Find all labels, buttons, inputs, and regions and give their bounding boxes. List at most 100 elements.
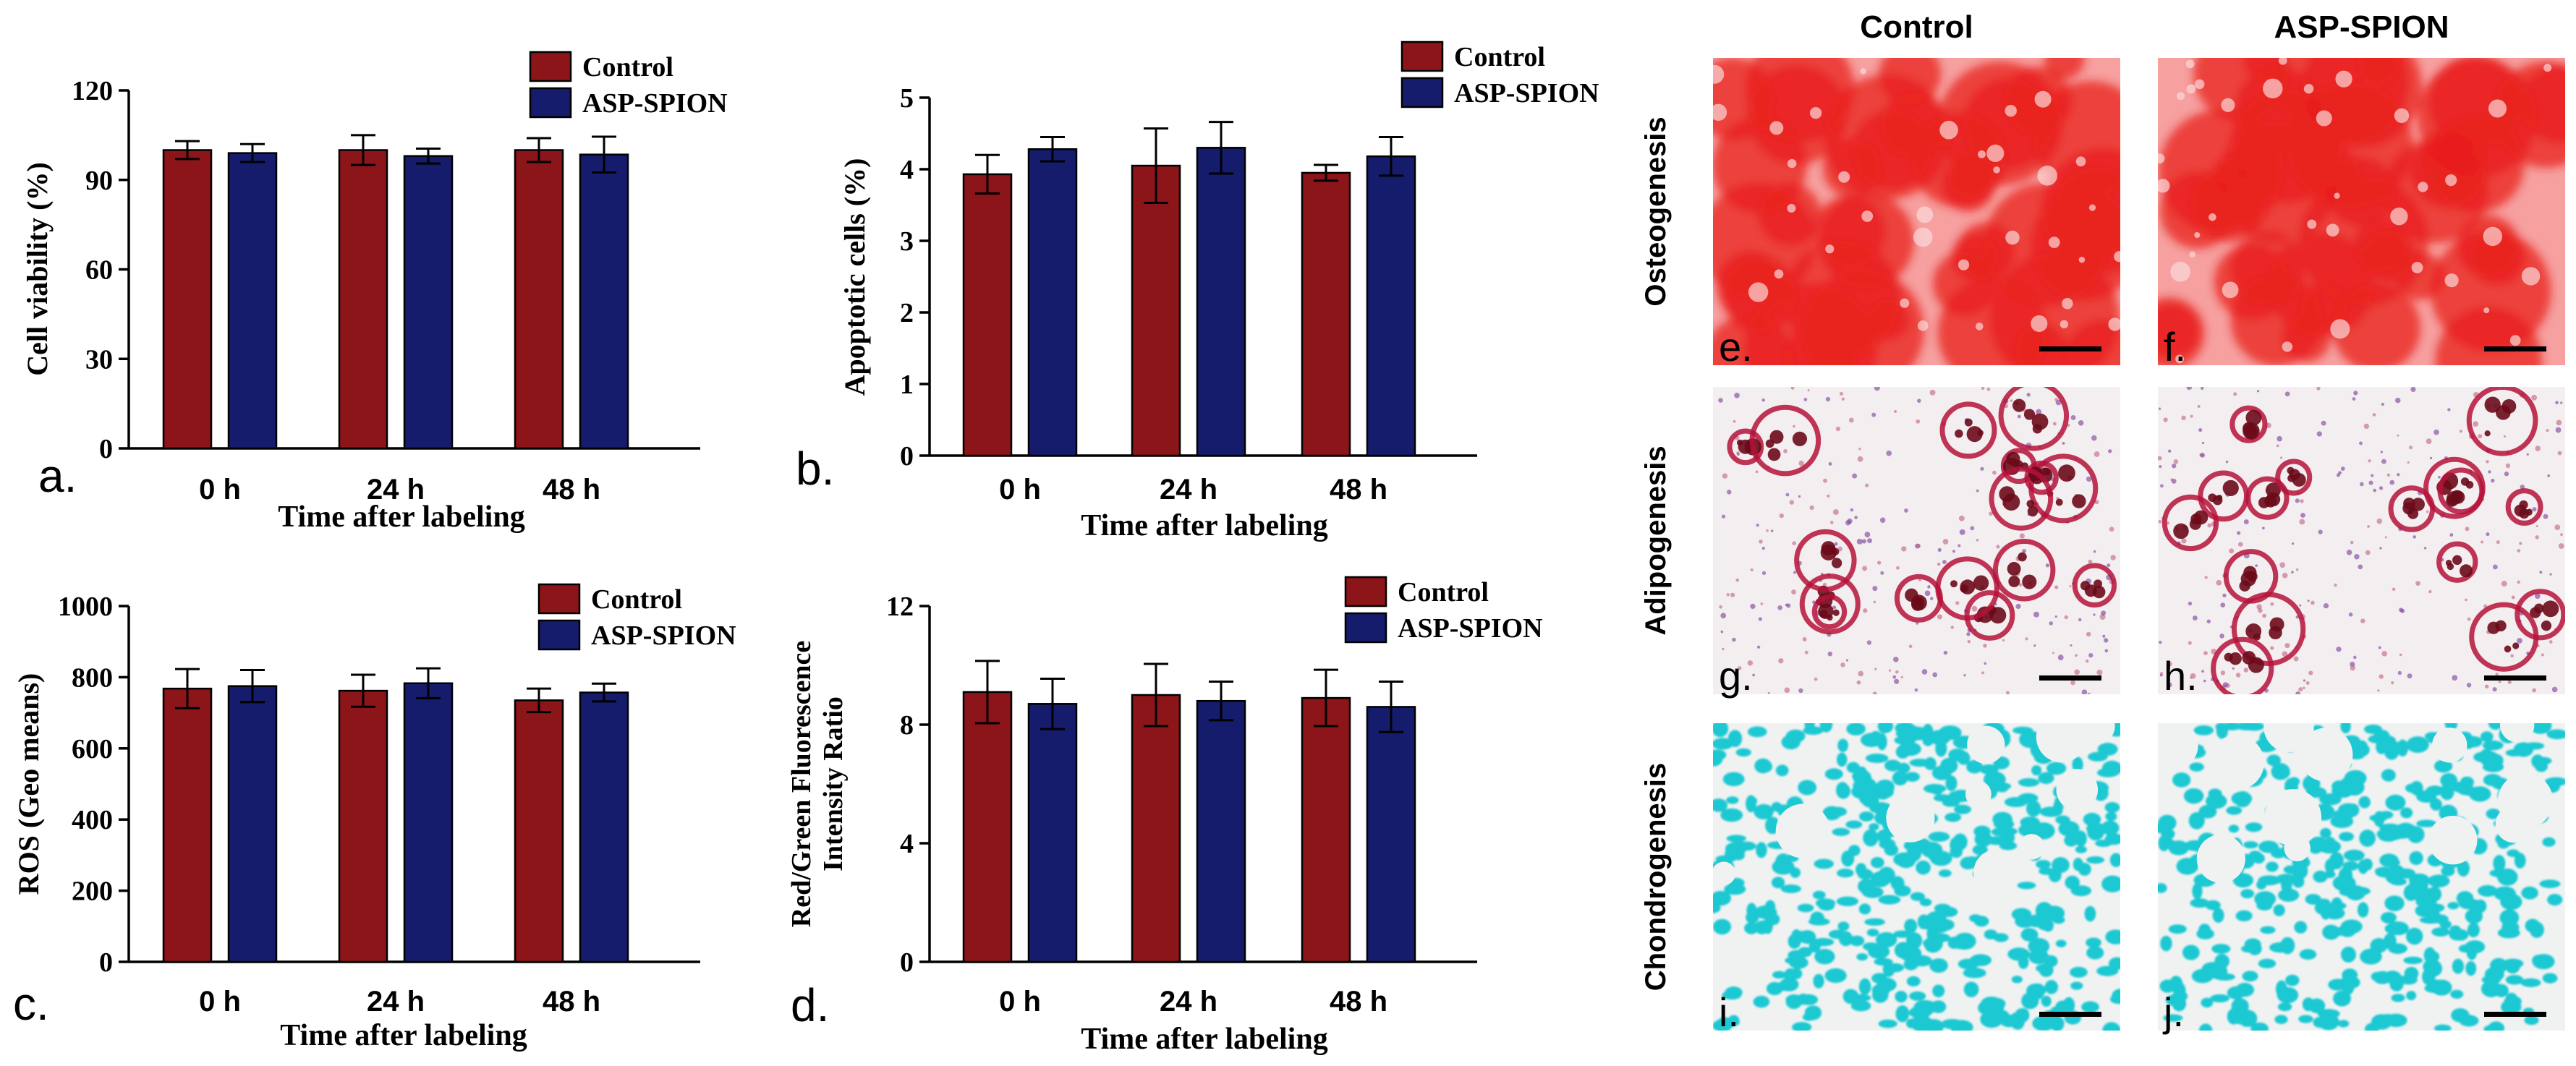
lipid-droplet <box>1792 431 1808 446</box>
speckle <box>2532 507 2537 512</box>
chondrocyte <box>2256 900 2273 911</box>
bar-control <box>338 149 388 450</box>
chondrocyte <box>1905 932 1923 949</box>
chondrocyte <box>1878 866 1895 884</box>
speckle <box>2532 688 2537 693</box>
x-axis-title: Time after labeling <box>278 500 524 534</box>
speckle <box>2074 669 2080 675</box>
chondrocyte <box>2256 879 2267 890</box>
speckle <box>1957 544 1961 547</box>
speckle <box>2158 519 2162 524</box>
speckle <box>2520 485 2525 490</box>
y-tick-label: 800 <box>72 662 113 693</box>
chondrocyte <box>1724 883 1746 895</box>
speckle <box>2167 682 2172 688</box>
speckle <box>2423 547 2427 550</box>
chondrocyte <box>2514 853 2526 869</box>
chondrocyte <box>1713 918 1732 935</box>
lipid-droplet <box>1955 429 1963 438</box>
speckle <box>1942 560 1947 565</box>
chondrocyte <box>1999 841 2018 850</box>
speckle <box>2203 679 2206 683</box>
chondrocyte <box>2191 968 2214 984</box>
light-spot <box>2194 79 2205 90</box>
chondrocyte <box>2361 858 2373 871</box>
speckle <box>2054 398 2058 402</box>
micrograph-image <box>1713 58 2120 365</box>
speckle <box>1814 677 1818 681</box>
chondrocyte <box>2226 806 2243 815</box>
chondrocyte <box>2546 729 2565 740</box>
speckle <box>2190 414 2193 418</box>
speckle <box>2372 413 2376 417</box>
lipid-droplet <box>2092 585 2106 599</box>
speckle <box>2554 524 2561 531</box>
speckle <box>1874 387 1880 391</box>
y-tick-label: 0 <box>900 947 914 978</box>
speckle <box>1856 680 1861 685</box>
speckle <box>1798 688 1803 694</box>
lipid-droplet <box>2026 500 2035 508</box>
chondrocyte <box>2269 942 2292 953</box>
speckle <box>2318 529 2323 534</box>
lacuna <box>1775 803 1830 858</box>
speckle <box>2019 533 2025 539</box>
chondrocyte <box>2101 820 2120 835</box>
speckle <box>1955 601 1960 605</box>
lipid-vacuole <box>2072 563 2117 607</box>
lacuna <box>2284 835 2311 861</box>
chondrocyte <box>1829 806 1848 816</box>
lipid-droplet <box>2542 600 2559 618</box>
chondrocyte <box>2104 802 2120 813</box>
speckle <box>1719 605 1723 609</box>
micrograph-grid: Control ASP-SPION Osteogenesis Adipogenesis… <box>1640 9 2565 1035</box>
speckle <box>2159 640 2162 644</box>
legend-label: ASP-SPION <box>1398 613 1543 644</box>
chondrocyte <box>1963 981 1979 997</box>
speckle <box>2379 674 2384 679</box>
chondrocyte <box>2399 807 2413 819</box>
speckle <box>2555 401 2559 405</box>
chondrocyte <box>2039 867 2055 875</box>
chondrocyte <box>1993 933 2009 942</box>
chondrocyte <box>1803 726 1824 735</box>
chondrocyte <box>2488 1021 2505 1031</box>
speckle <box>1996 545 2000 549</box>
chondrocyte <box>2501 921 2520 934</box>
chondrocyte <box>2343 849 2365 861</box>
speckle <box>1981 387 1985 391</box>
light-spot <box>2176 92 2185 101</box>
speckle <box>2359 482 2364 487</box>
chondrocyte <box>2044 955 2058 968</box>
speckle <box>1840 391 1844 396</box>
chondrocyte <box>2237 1010 2258 1028</box>
light-spot <box>2185 59 2195 69</box>
speckle <box>2093 550 2096 553</box>
chondrocyte <box>2340 946 2356 963</box>
lipid-droplet <box>2501 398 2517 414</box>
chondrocyte <box>1754 758 1772 774</box>
light-spot <box>1918 320 1929 331</box>
speckle <box>2381 402 2384 406</box>
speckle <box>2243 668 2248 673</box>
chondrocyte <box>2342 978 2355 995</box>
panel-label: g. <box>1719 653 1753 699</box>
light-spot <box>2330 319 2350 339</box>
speckle <box>1809 505 1814 511</box>
light-spot <box>2278 58 2287 65</box>
chondrocyte <box>1797 903 1814 913</box>
speckle <box>2399 607 2403 613</box>
chondrocyte <box>2033 983 2044 999</box>
speckle <box>1750 603 1756 610</box>
lipid-droplet <box>1999 486 2015 503</box>
speckle <box>2295 691 2301 694</box>
speckle <box>2159 465 2162 469</box>
speckle <box>2389 479 2395 485</box>
lipid-droplet <box>2487 621 2500 634</box>
chondrocyte <box>2198 805 2217 819</box>
lipid-droplet <box>1989 607 2007 624</box>
speckle <box>2556 419 2562 426</box>
speckle <box>1927 585 1931 589</box>
y-tick-label: 4 <box>900 829 914 859</box>
